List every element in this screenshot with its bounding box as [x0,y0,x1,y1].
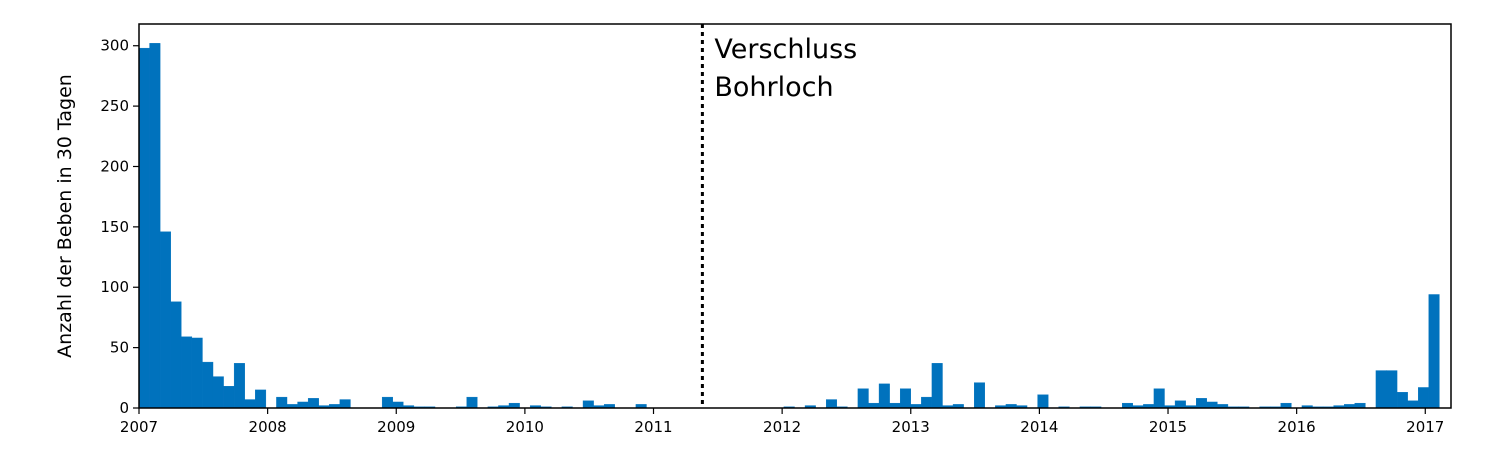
x-tick-label: 2008 [249,418,287,436]
bar [297,401,309,409]
x-tick-label: 2014 [1020,418,1058,436]
bar [307,398,319,409]
x-tick-label: 2015 [1149,418,1187,436]
bar [1196,398,1207,409]
annotation-label-line1: Verschluss [714,34,857,65]
plot-frame [138,23,1452,409]
bar [170,301,182,409]
bar [255,389,267,409]
bar [974,382,985,409]
bar [202,361,214,409]
bar [1375,370,1387,409]
bar [181,336,193,409]
bar [159,231,171,409]
bar [1396,392,1408,409]
bar [392,401,404,409]
y-axis-label: Anzahl der Beben in 30 Tagen [54,74,76,358]
bar [878,383,890,409]
x-tick-label: 2007 [120,418,158,436]
bar [191,337,203,409]
bar [244,399,256,409]
bar [381,396,393,409]
x-tick-label: 2010 [506,418,544,436]
x-tick-label: 2009 [377,418,415,436]
y-axis: 0 50 100 150 200 250 300 [100,37,139,417]
bar [1174,400,1186,409]
bar [339,399,351,409]
bar [276,396,288,409]
bar [223,386,235,409]
x-tick-label: 2017 [1406,418,1444,436]
x-tick-label: 2011 [634,418,672,436]
y-tick-label: 50 [110,339,129,357]
bars-group [138,43,1440,409]
y-tick-label: 250 [100,97,129,115]
bar [1386,370,1398,409]
bar [149,43,161,409]
x-tick-label: 2013 [892,418,930,436]
y-tick-label: 0 [119,399,129,417]
bar [1153,388,1165,409]
y-tick-label: 300 [100,37,129,55]
x-axis: 2007 2008 2009 2010 2011 2012 2013 2014 2015 2016… [120,408,1444,436]
bar [212,376,224,409]
x-tick-label: 2012 [763,418,801,436]
bar [931,363,943,409]
bar [825,399,837,409]
annotation-label-line2: Bohrloch [714,72,833,103]
bar [233,363,245,409]
bar [921,396,933,409]
bar [1407,400,1419,409]
bar [138,47,150,409]
y-tick-label: 100 [100,278,129,296]
bar [582,400,594,409]
bar [1418,387,1429,409]
bar [466,396,478,409]
y-tick-label: 200 [100,157,129,175]
bar [857,388,869,409]
y-tick-label: 150 [100,218,129,236]
bar [1037,394,1049,409]
bar [899,388,911,409]
bar [1206,401,1218,409]
x-tick-label: 2016 [1278,418,1316,436]
bar [1428,294,1440,409]
